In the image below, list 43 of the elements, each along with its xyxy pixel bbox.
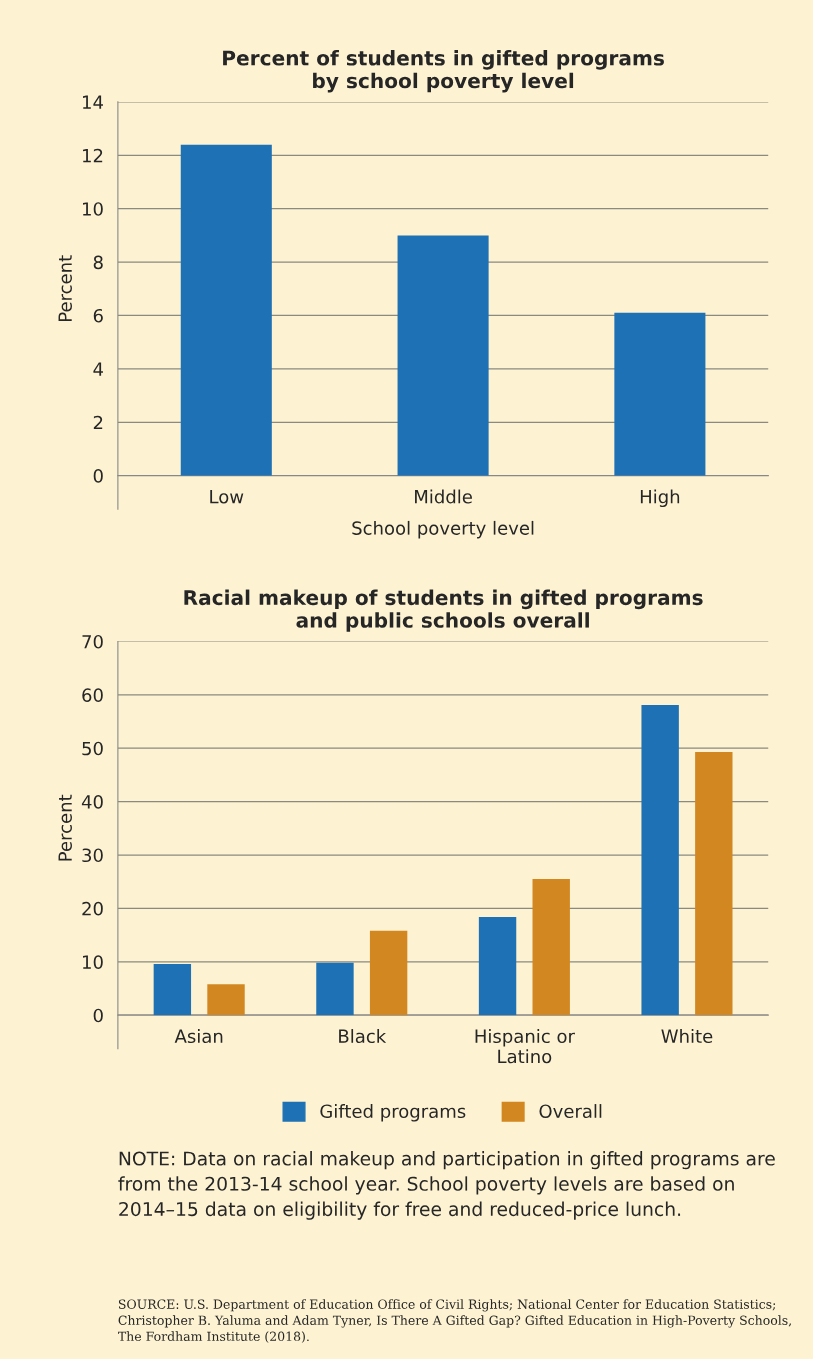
bar bbox=[614, 312, 706, 476]
y-tick-label: 20 bbox=[82, 901, 103, 916]
y-axis-title: Percent bbox=[58, 255, 72, 321]
y-tick-label: 8 bbox=[93, 255, 103, 270]
x-tick-label: Hispanic or Latino bbox=[475, 1029, 575, 1064]
y-tick-label: 40 bbox=[81, 795, 103, 809]
y-tick-label: 50 bbox=[82, 741, 103, 756]
x-tick-label: Low bbox=[210, 490, 244, 504]
y-tick-label: 0 bbox=[93, 469, 103, 483]
y-tick-label: 14 bbox=[83, 95, 103, 109]
y-tick-label: 10 bbox=[83, 202, 103, 216]
bar bbox=[369, 930, 408, 1016]
bar bbox=[641, 704, 679, 1016]
chart-title: Percent of students in gifted programs by school poverty level bbox=[223, 50, 664, 93]
x-tick-label: High bbox=[640, 489, 680, 508]
y-tick-label: 0 bbox=[93, 1008, 103, 1023]
bar bbox=[316, 962, 354, 1016]
bar bbox=[532, 879, 570, 1016]
x-tick-label: White bbox=[661, 1029, 713, 1044]
y-tick-label: 60 bbox=[82, 688, 103, 702]
bar bbox=[180, 144, 272, 476]
bar bbox=[695, 751, 733, 1016]
y-axis-title: Percent bbox=[58, 794, 72, 861]
x-axis-title: School poverty level bbox=[352, 520, 534, 539]
legend-label: Overall bbox=[539, 1104, 602, 1119]
bar bbox=[207, 984, 245, 1016]
source-note: SOURCE: U.S. Department of Education Office of Civil Rights; National Center for Education Statistics; Christopher B. Yaluma and Adam Tyner, Is There A Gifted Gap? Gifted Education in High-Poverty Schools, The Fordham Institute (2018). bbox=[118, 1299, 791, 1343]
y-tick-label: 10 bbox=[83, 955, 103, 969]
y-tick-label: 30 bbox=[82, 848, 103, 863]
x-tick-label: Middle bbox=[415, 489, 472, 504]
y-tick-label: 70 bbox=[82, 634, 103, 649]
y-tick-label: 4 bbox=[93, 362, 103, 376]
bar bbox=[153, 963, 192, 1016]
text: NOTE: Data on racial makeup and participation in gifted programs are from the 2013-14 school year. School poverty levels are based on 2014–15 data on eligibility for free and reduced-price lunch. bbox=[118, 1151, 775, 1220]
y-tick-label: 12 bbox=[83, 148, 103, 163]
bar bbox=[397, 235, 489, 476]
legend-label: Gifted programs bbox=[320, 1104, 466, 1122]
chart-title: Racial makeup of students in gifted programs and public schools overall bbox=[184, 589, 703, 632]
x-tick-label: Asian bbox=[174, 1029, 223, 1044]
y-tick-label: 6 bbox=[93, 308, 103, 323]
x-tick-label: Black bbox=[339, 1029, 387, 1044]
y-tick-label: 2 bbox=[93, 415, 103, 430]
bar bbox=[478, 916, 517, 1016]
